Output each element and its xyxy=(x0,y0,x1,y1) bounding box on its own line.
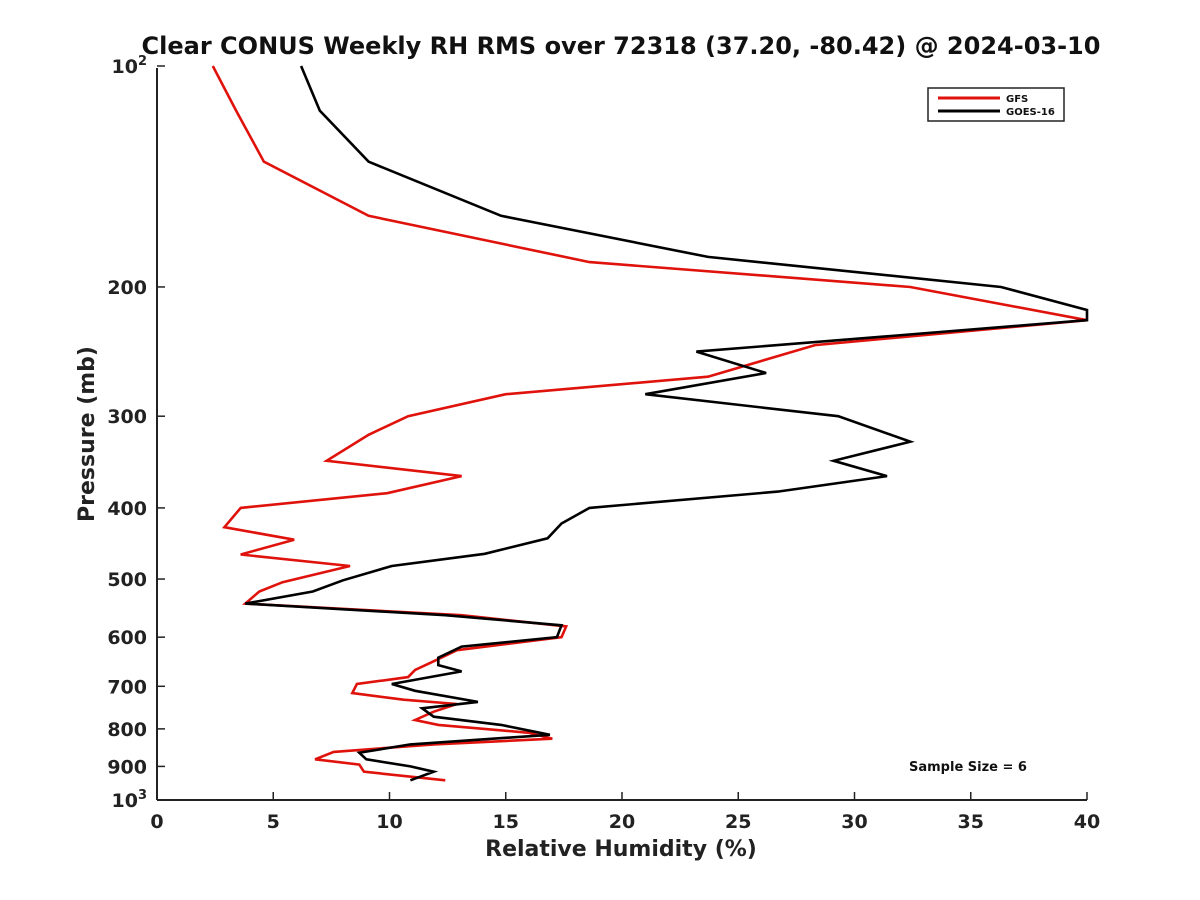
y-tick-label: 900 xyxy=(107,756,147,778)
x-tick-label: 40 xyxy=(1074,811,1100,833)
x-tick-label: 15 xyxy=(493,811,519,833)
sample-size-annotation: Sample Size = 6 xyxy=(909,760,1027,775)
chart-title: Clear CONUS Weekly RH RMS over 72318 (37… xyxy=(142,32,1101,60)
x-axis-label: Relative Humidity (%) xyxy=(485,837,757,862)
legend-box xyxy=(927,87,1065,122)
series-layer xyxy=(211,65,1089,782)
y-ticks: 102 200 300 400 500 600 700 800 900 103 xyxy=(107,54,165,812)
y-tick-label: 700 xyxy=(107,676,147,698)
legend-label-gfs: GFS xyxy=(1006,94,1028,105)
y-tick-label: 103 xyxy=(112,788,148,812)
x-tick-label: 30 xyxy=(841,811,867,833)
x-tick-label: 5 xyxy=(267,811,280,833)
x-tick-label: 25 xyxy=(725,811,751,833)
y-tick-label: 500 xyxy=(107,569,147,591)
y-tick-label: 200 xyxy=(107,277,147,299)
legend-label-goes16: GOES-16 xyxy=(1006,107,1055,118)
x-tick-label: 0 xyxy=(150,811,163,833)
y-tick-label: 600 xyxy=(107,627,147,649)
y-tick-label: 800 xyxy=(107,719,147,741)
y-tick-label: 300 xyxy=(107,406,147,428)
x-tick-label: 20 xyxy=(609,811,635,833)
series-line-gfs xyxy=(211,65,1088,782)
legend: GFS GOES-16 xyxy=(927,87,1065,122)
x-ticks: 0 5 10 15 20 25 30 35 40 xyxy=(150,792,1100,833)
y-axis-label: Pressure (mb) xyxy=(75,346,100,522)
y-tick-label: 400 xyxy=(107,498,147,520)
y-tick-label: 102 xyxy=(112,54,148,78)
x-tick-label: 35 xyxy=(958,811,984,833)
x-tick-label: 10 xyxy=(376,811,402,833)
series-line-goes16 xyxy=(245,65,1089,782)
